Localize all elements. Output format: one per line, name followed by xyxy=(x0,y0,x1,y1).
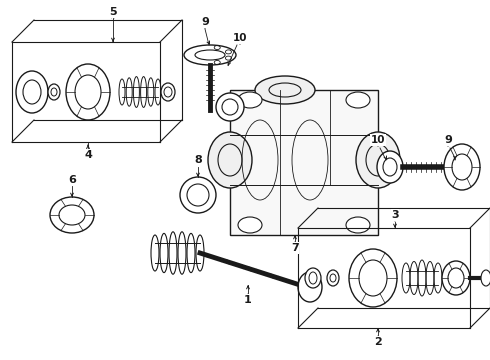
Ellipse shape xyxy=(305,268,321,288)
Ellipse shape xyxy=(238,92,262,108)
Ellipse shape xyxy=(50,197,94,233)
Text: 8: 8 xyxy=(194,155,202,165)
Ellipse shape xyxy=(442,261,470,295)
Text: 2: 2 xyxy=(374,337,382,347)
Ellipse shape xyxy=(161,83,175,101)
Text: 3: 3 xyxy=(391,210,399,220)
Text: 4: 4 xyxy=(84,150,92,160)
Ellipse shape xyxy=(298,272,322,302)
Text: 9: 9 xyxy=(444,135,452,145)
Bar xyxy=(230,90,378,235)
Ellipse shape xyxy=(327,270,339,286)
Ellipse shape xyxy=(481,270,490,286)
Text: 5: 5 xyxy=(109,7,117,17)
Ellipse shape xyxy=(48,84,60,100)
Ellipse shape xyxy=(184,45,236,65)
Text: 1: 1 xyxy=(244,295,252,305)
Ellipse shape xyxy=(66,64,110,120)
Ellipse shape xyxy=(356,132,400,188)
Ellipse shape xyxy=(346,217,370,233)
Ellipse shape xyxy=(377,151,403,183)
Ellipse shape xyxy=(349,249,397,307)
Ellipse shape xyxy=(16,71,48,113)
Text: 6: 6 xyxy=(68,175,76,185)
Ellipse shape xyxy=(346,92,370,108)
Ellipse shape xyxy=(216,93,244,121)
Ellipse shape xyxy=(180,177,216,213)
Ellipse shape xyxy=(238,217,262,233)
Ellipse shape xyxy=(255,76,315,104)
Ellipse shape xyxy=(444,144,480,190)
Ellipse shape xyxy=(208,132,252,188)
Text: 9: 9 xyxy=(201,17,209,27)
Text: 10: 10 xyxy=(371,135,385,145)
Text: 7: 7 xyxy=(291,243,299,253)
Text: 10: 10 xyxy=(233,33,247,43)
